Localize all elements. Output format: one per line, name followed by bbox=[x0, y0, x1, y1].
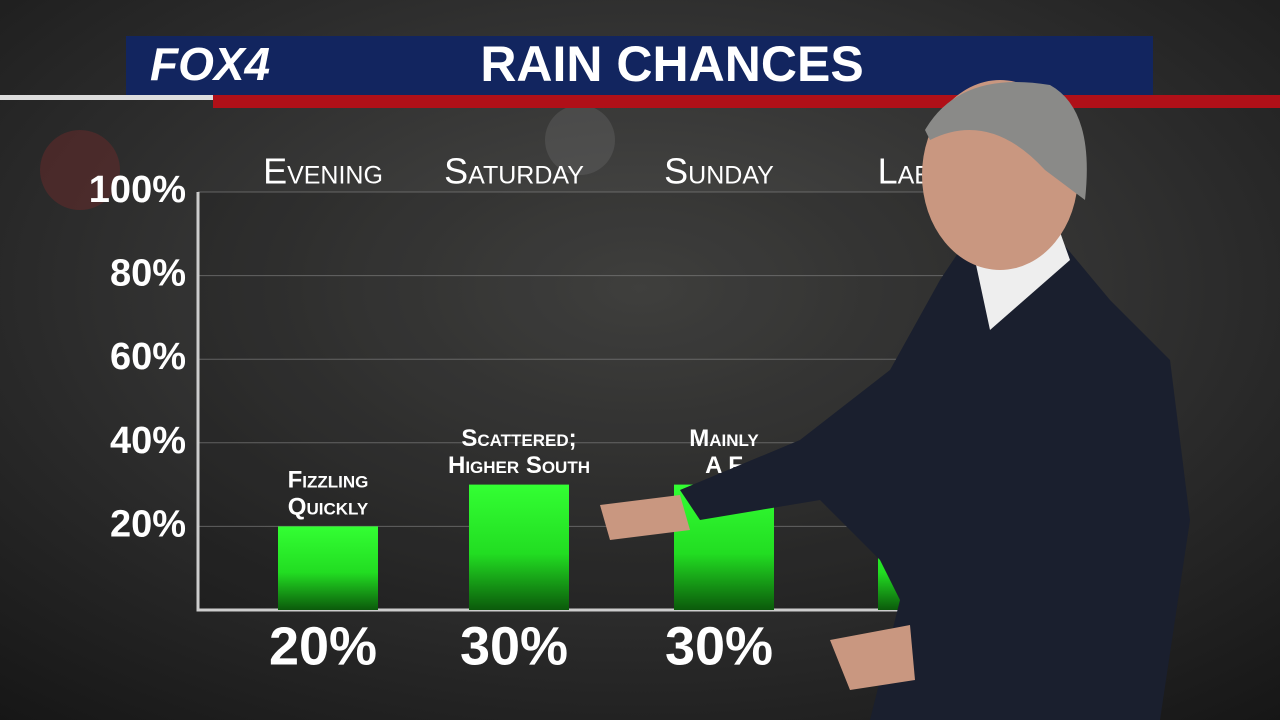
y-tick-label: 100% bbox=[89, 169, 186, 211]
x-tick-label: Sunday bbox=[664, 151, 774, 192]
bar bbox=[469, 484, 569, 610]
logo: FOX4 bbox=[150, 38, 270, 90]
hair bbox=[925, 82, 1087, 200]
value-label: 30% bbox=[460, 616, 568, 676]
header-line bbox=[0, 95, 213, 100]
y-tick-label: 80% bbox=[110, 253, 186, 295]
x-tick-label: Evening bbox=[263, 151, 383, 192]
hand bbox=[830, 625, 915, 690]
presenter bbox=[600, 80, 1190, 720]
bokeh bbox=[40, 130, 120, 210]
bokeh bbox=[545, 105, 615, 175]
annotation: Fizzling bbox=[288, 467, 369, 494]
annotation: Quickly bbox=[288, 494, 369, 521]
value-label: 30% bbox=[665, 616, 773, 676]
value-label: 20% bbox=[269, 616, 377, 676]
y-tick-label: 60% bbox=[110, 336, 186, 378]
suit bbox=[680, 240, 1190, 720]
y-tick-label: 20% bbox=[110, 503, 186, 545]
bar bbox=[278, 526, 378, 610]
annotation: Mainly bbox=[689, 425, 759, 452]
chart-title: RAIN CHANCES bbox=[480, 36, 863, 92]
y-tick-label: 40% bbox=[110, 420, 186, 462]
annotation: Scattered; bbox=[461, 425, 576, 452]
hand bbox=[600, 495, 690, 540]
x-tick-label: Saturday bbox=[444, 151, 584, 192]
header-stripe bbox=[213, 95, 1280, 108]
annotation: Higher South bbox=[448, 452, 590, 479]
